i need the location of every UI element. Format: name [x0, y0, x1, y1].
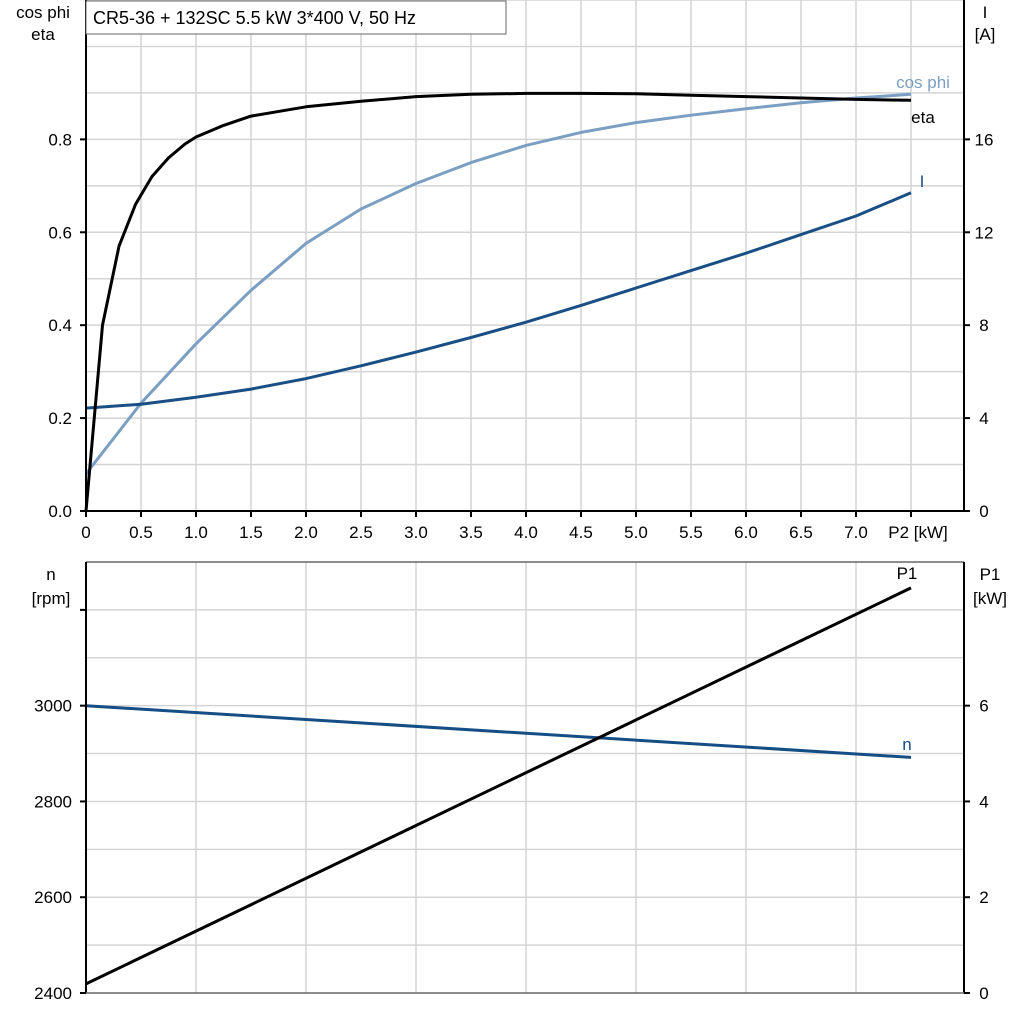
axes-layer: 0 0.5 1.0 1.5 2.0 2.5 3.0 3.5 4.0 4.5 5.0 5.5 6.0 6.5… — [34, 0, 993, 1003]
x-tick-label: 2.0 — [294, 523, 318, 542]
series-i-line — [85, 191, 912, 410]
chart-title: CR5-36 + 132SC 5.5 kW 3*400 V, 50 Hz — [93, 8, 416, 28]
right-tick-label: 4 — [979, 792, 988, 811]
series-eta-line — [84, 91, 912, 512]
right-tick-label: 16 — [975, 130, 994, 149]
bottom-left-axis-label-1: n — [46, 565, 55, 584]
right-tick-label: 6 — [979, 697, 988, 716]
label-eta: eta — [911, 108, 935, 127]
label-i: I — [920, 172, 925, 191]
series-layer — [84, 91, 912, 986]
x-tick-label: 7.0 — [844, 523, 868, 542]
right-tick-label: 8 — [979, 316, 988, 335]
bottom-right-axis-label-1: P1 — [980, 565, 1001, 584]
label-cos-phi: cos phi — [896, 73, 950, 92]
left-tick-label: 0.2 — [48, 409, 72, 428]
right-tick-label: 0 — [979, 984, 988, 1003]
top-right-axis-label-2: [A] — [975, 25, 996, 44]
series-labels: cos phi eta I n P1 — [896, 73, 950, 754]
bottom-left-axis-label-2: [rpm] — [32, 589, 71, 608]
left-tick-label: 0.0 — [48, 502, 72, 521]
x-tick-label: 0.5 — [129, 523, 153, 542]
right-tick-label: 4 — [979, 409, 988, 428]
bottom-right-axis-label-2: [kW] — [973, 589, 1007, 608]
top-left-axis-label-1: cos phi — [16, 3, 70, 22]
x-axis-label: P2 [kW] — [888, 523, 948, 542]
x-tick-label: 3.5 — [459, 523, 483, 542]
series-cos-phi-line — [84, 92, 912, 475]
left-tick-label: 2600 — [34, 888, 72, 907]
axis-labels: cos phi eta I [A] n [rpm] P1 [kW] P2 [kW… — [16, 3, 1007, 608]
x-tick-label: 6.5 — [789, 523, 813, 542]
left-tick-label: 2800 — [34, 792, 72, 811]
x-tick-label: 1.5 — [239, 523, 263, 542]
label-p1: P1 — [897, 564, 918, 583]
x-tick-label: 3.0 — [404, 523, 428, 542]
top-left-axis-label-2: eta — [31, 25, 55, 44]
left-tick-label: 0.6 — [48, 223, 72, 242]
right-tick-label: 2 — [979, 888, 988, 907]
left-tick-label: 3000 — [34, 697, 72, 716]
x-tick-label: 5.5 — [679, 523, 703, 542]
bottom-grid — [86, 561, 964, 993]
right-tick-label: 12 — [975, 223, 994, 242]
x-tick-label: 6.0 — [734, 523, 758, 542]
top-right-axis-label-1: I — [983, 3, 988, 22]
x-tick-label: 4.5 — [569, 523, 593, 542]
top-grid — [86, 0, 964, 511]
x-tick-label: 5.0 — [624, 523, 648, 542]
label-n: n — [902, 735, 911, 754]
x-tick-label: 4.0 — [514, 523, 538, 542]
x-tick-label: 0 — [81, 523, 90, 542]
x-tick-label: 2.5 — [349, 523, 373, 542]
series-n-line — [85, 704, 912, 759]
left-tick-label: 0.8 — [48, 130, 72, 149]
series-p1-line — [85, 586, 912, 986]
x-tick-label: 1.0 — [184, 523, 208, 542]
title-box: CR5-36 + 132SC 5.5 kW 3*400 V, 50 Hz — [85, 0, 507, 35]
left-tick-label: 0.4 — [48, 316, 72, 335]
left-tick-label: 2400 — [34, 984, 72, 1003]
right-tick-label: 0 — [979, 502, 988, 521]
